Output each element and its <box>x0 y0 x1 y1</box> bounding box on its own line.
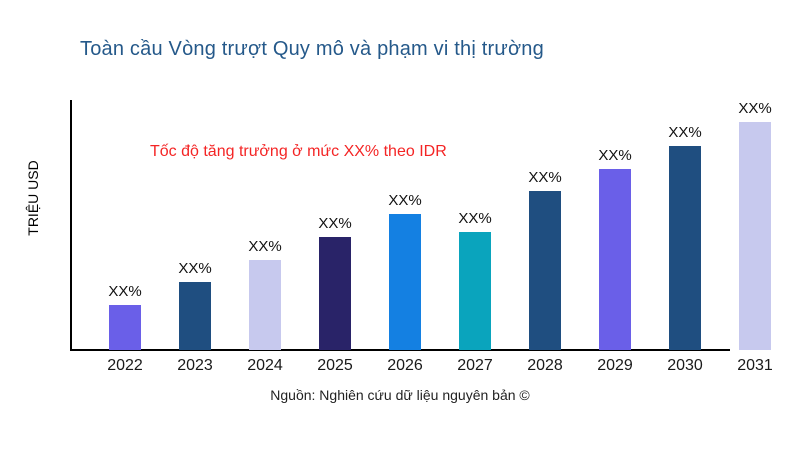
bar-value-label-2029: XX% <box>598 147 632 164</box>
bar-2029 <box>599 169 631 350</box>
x-tick-label-2028: 2028 <box>527 357 563 374</box>
bar-2027 <box>459 232 491 350</box>
bar-value-label-2025: XX% <box>318 215 352 232</box>
x-tick-label-2029: 2029 <box>597 357 633 374</box>
bar-2026 <box>389 214 421 350</box>
bar-value-label-2027: XX% <box>458 210 492 227</box>
bar-value-label-2022: XX% <box>108 283 142 300</box>
y-axis-line <box>70 100 72 351</box>
x-tick-label-2031: 2031 <box>737 357 773 374</box>
x-tick-label-2023: 2023 <box>177 357 213 374</box>
growth-rate-annotation: Tốc độ tăng trưởng ở mức XX% theo IDR <box>150 143 447 160</box>
bar-2022 <box>109 305 141 350</box>
bar-2031 <box>739 122 771 350</box>
bar-2024 <box>249 260 281 350</box>
x-tick-label-2024: 2024 <box>247 357 283 374</box>
x-tick-label-2027: 2027 <box>457 357 493 374</box>
bar-value-label-2026: XX% <box>388 192 422 209</box>
x-axis-line <box>70 349 730 351</box>
bar-value-label-2023: XX% <box>178 260 212 277</box>
bar-2023 <box>179 282 211 350</box>
page-title: Toàn cầu Vòng trượt Quy mô và phạm vi th… <box>80 38 544 60</box>
x-tick-label-2026: 2026 <box>387 357 423 374</box>
bar-value-label-2031: XX% <box>738 100 772 117</box>
source-note: Nguồn: Nghiên cứu dữ liệu nguyên bản © <box>270 387 530 403</box>
bar-value-label-2028: XX% <box>528 169 562 186</box>
bar-2030 <box>669 146 701 350</box>
bar-value-label-2030: XX% <box>668 124 702 141</box>
bar-2025 <box>319 237 351 350</box>
bar-2028 <box>529 191 561 350</box>
y-axis-label: TRIỆU USD <box>25 160 41 236</box>
x-tick-label-2022: 2022 <box>107 357 143 374</box>
x-tick-label-2030: 2030 <box>667 357 703 374</box>
bar-value-label-2024: XX% <box>248 238 282 255</box>
x-tick-label-2025: 2025 <box>317 357 353 374</box>
